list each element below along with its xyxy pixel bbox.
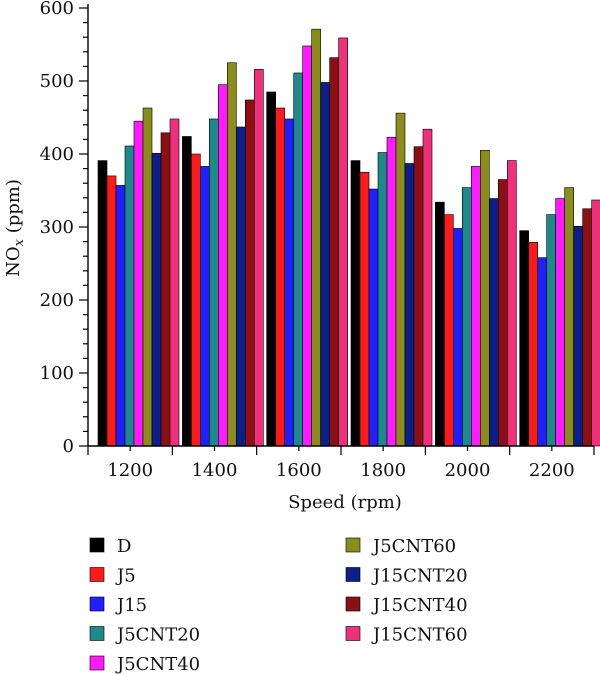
bar-j5cnt40-1800	[386, 136, 397, 447]
legend-label-j5cnt60: J5CNT60	[371, 536, 456, 557]
y-tick-label: 0	[63, 436, 74, 457]
bar-j5cnt20-1200	[124, 145, 135, 447]
bar-j15-1400	[200, 166, 210, 447]
bar-j15cnt20-1800	[404, 163, 415, 447]
y-axis: 0 100 200 300 400 500 600	[40, 0, 89, 457]
y-tick-label: 100	[40, 363, 74, 384]
bar-j15cnt40-2000	[498, 179, 508, 447]
bar-j5-1400	[191, 153, 201, 447]
legend: D J5 J15 J5CNT20 J5CNT40 J5CNT60 J15CNT20 J15CN…	[89, 536, 468, 674]
bar-j15cnt20-2200	[573, 225, 583, 447]
bar-j5cnt40-1600	[302, 45, 312, 447]
bar-d-1400	[182, 136, 192, 447]
bar-j5cnt40-2000	[471, 166, 481, 447]
bar-j15cnt60-1400	[254, 69, 264, 447]
bar-j15-1200	[115, 185, 126, 447]
x-tick-label: 1200	[107, 460, 153, 481]
bar-j15cnt40-2200	[582, 208, 592, 447]
legend-swatch-d	[89, 537, 105, 553]
legend-swatch-j5cnt40	[89, 655, 105, 671]
x-tick-label: 2000	[445, 460, 491, 481]
bar-j5cnt40-1200	[133, 120, 144, 447]
bar-j15-2200	[537, 257, 547, 447]
bar-d-1600	[266, 91, 276, 447]
y-tick-label: 300	[40, 217, 74, 238]
bar-d-2000	[435, 201, 445, 447]
x-tick-label: 2200	[529, 460, 575, 481]
bar-d-2200	[519, 230, 529, 447]
bar-j15-1800	[368, 188, 379, 447]
y-tick-label: 400	[40, 144, 74, 165]
bar-j15cnt40-1600	[329, 57, 339, 447]
legend-label-j5: J5	[115, 566, 136, 587]
bar-d-1800	[350, 160, 361, 447]
y-axis-title: NOx (ppm)	[3, 179, 27, 277]
bar-j5-1200	[106, 175, 117, 447]
bar-j5cnt60-1800	[395, 112, 406, 447]
y-tick-label: 600	[40, 0, 74, 19]
x-axis: 1200 1400 1600 1800 2000 2200	[87, 445, 595, 481]
bar-j15cnt60-1600	[338, 37, 348, 447]
bar-j5cnt60-2200	[564, 187, 574, 447]
bar-j15cnt20-1600	[320, 82, 330, 447]
legend-swatch-j15cnt20	[345, 567, 361, 582]
legend-swatch-j5	[89, 567, 105, 582]
bar-j5cnt20-2200	[546, 214, 556, 447]
x-tick-label: 1400	[192, 460, 238, 481]
bar-j5cnt60-2000	[480, 150, 490, 447]
x-tick-label: 1600	[276, 460, 322, 481]
bar-j5cnt40-2200	[555, 198, 565, 447]
bar-j5-2000	[444, 214, 454, 447]
bar-j5cnt60-1600	[311, 28, 321, 447]
legend-label-d: D	[117, 536, 131, 557]
bar-j15-2000	[453, 228, 463, 447]
x-tick-label: 1800	[360, 460, 406, 481]
plot-area	[97, 28, 600, 447]
bar-j5-2200	[528, 242, 538, 447]
bar-j15cnt60-2000	[507, 160, 517, 447]
y-axis-title-unit: (ppm)	[3, 179, 24, 239]
legend-label-j5cnt40: J5CNT40	[115, 654, 200, 674]
bar-j15cnt60-2200	[591, 199, 600, 447]
legend-swatch-j15cnt40	[345, 596, 361, 612]
bar-j5cnt20-2000	[462, 187, 472, 447]
bar-j15cnt60-1200	[169, 118, 180, 447]
legend-label-j15cnt20: J15CNT20	[371, 566, 468, 587]
legend-label-j5cnt20: J5CNT20	[115, 625, 200, 646]
legend-swatch-j5cnt60	[345, 537, 361, 553]
bar-j15cnt40-1800	[413, 146, 424, 447]
y-axis-title-subscript: x	[12, 238, 27, 246]
bar-j5cnt60-1400	[227, 62, 237, 447]
bar-j15cnt20-1200	[151, 152, 162, 447]
bar-j5cnt20-1600	[293, 72, 303, 447]
y-tick-label: 500	[40, 71, 74, 92]
bar-d-1200	[97, 160, 108, 447]
bar-j15cnt20-2000	[489, 198, 499, 447]
y-axis-title-main: NO	[3, 246, 24, 277]
legend-label-j15: J15	[115, 595, 147, 616]
legend-label-j15cnt60: J15CNT60	[371, 625, 468, 646]
bar-j5cnt20-1400	[209, 118, 219, 447]
y-tick-label: 200	[40, 290, 74, 311]
legend-swatch-j15cnt60	[345, 626, 361, 641]
legend-swatch-j5cnt20	[89, 626, 105, 641]
bar-j5-1800	[359, 171, 370, 447]
bar-j5cnt40-1400	[218, 84, 228, 447]
bar-j5cnt20-1800	[377, 152, 388, 447]
bar-j5-1600	[275, 107, 285, 447]
legend-label-j15cnt40: J15CNT40	[371, 595, 468, 616]
bar-j15cnt40-1200	[160, 132, 171, 447]
x-axis-title: Speed (rpm)	[288, 492, 402, 513]
legend-swatch-j15	[89, 596, 105, 612]
bar-j15cnt20-1400	[236, 126, 246, 447]
bar-j15cnt60-1800	[422, 128, 433, 447]
bar-j15-1600	[284, 118, 294, 447]
bar-j5cnt60-1200	[142, 107, 153, 447]
bar-j15cnt40-1400	[245, 99, 255, 447]
